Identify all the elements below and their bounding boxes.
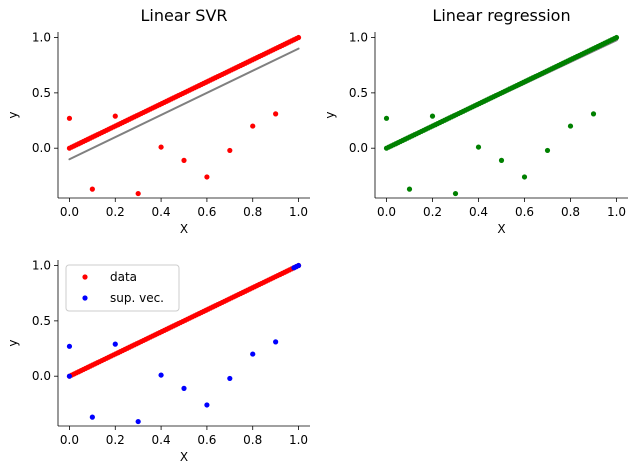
legend-marker	[82, 274, 88, 280]
x-tick-label: 0.8	[243, 205, 262, 219]
x-tick-label: 1.0	[289, 433, 308, 447]
data-point	[66, 115, 73, 121]
y-tick-label: 0.5	[349, 86, 368, 100]
data-point	[158, 144, 164, 150]
data-point	[273, 339, 279, 345]
y-tick-label: 0.0	[349, 141, 368, 155]
legend-marker	[82, 295, 88, 301]
data-point	[181, 385, 187, 391]
x-tick-label: 1.0	[289, 205, 308, 219]
fit-line	[68, 47, 300, 161]
x-axis-label: X	[497, 222, 505, 236]
x-tick-label: 0.6	[197, 205, 216, 219]
x-tick-label: 0.0	[60, 433, 79, 447]
data-point	[181, 157, 187, 163]
data-point	[204, 402, 210, 408]
chart-title: Linear regression	[432, 6, 570, 25]
x-tick-label: 0.2	[106, 433, 125, 447]
y-axis-label: y	[6, 339, 20, 346]
data-point	[204, 174, 210, 180]
y-tick-label: 0.0	[32, 369, 51, 383]
prediction-point	[295, 34, 302, 41]
data-point	[250, 351, 256, 357]
x-tick-label: 0.6	[515, 205, 534, 219]
data-point	[273, 111, 279, 117]
x-tick-label: 0.4	[152, 205, 171, 219]
prediction-point	[613, 34, 620, 41]
subplot-2: 0.0 0.2 0.4 0.6 0.8 1.0 0.0 0.5 1.0 Xy Linear regr…	[323, 6, 628, 236]
data-point	[452, 190, 459, 197]
data-point	[89, 414, 95, 420]
x-axis-label: X	[180, 450, 188, 464]
y-tick-label: 0.5	[32, 86, 51, 100]
x-tick-label: 0.4	[152, 433, 171, 447]
x-tick-label: 0.4	[469, 205, 488, 219]
y-axis-label: y	[323, 111, 337, 118]
data-point	[66, 343, 73, 349]
y-tick-label: 1.0	[349, 31, 368, 45]
y-tick-label: 1.0	[32, 31, 51, 45]
legend-label: data	[110, 270, 137, 284]
y-tick-label: 1.0	[32, 259, 51, 273]
data-point	[406, 186, 413, 192]
x-tick-label: 0.2	[106, 205, 125, 219]
legend-box	[65, 264, 180, 312]
x-tick-label: 0.0	[377, 205, 396, 219]
x-tick-label: 0.8	[561, 205, 580, 219]
data-point	[521, 174, 528, 180]
data-point	[250, 123, 256, 129]
x-tick-label: 0.2	[423, 205, 442, 219]
data-point	[567, 123, 574, 129]
data-point	[544, 147, 551, 154]
subplot-1: 0.0 0.2 0.4 0.6 0.8 1.0 0.0 0.5 1.0 Xy Linear SVR	[6, 6, 310, 236]
y-axis-label: y	[6, 111, 20, 118]
data-point	[383, 115, 390, 121]
x-axis-label: X	[180, 222, 188, 236]
x-tick-label: 0.0	[60, 205, 79, 219]
data-point	[135, 190, 141, 197]
subplot-3: 0.0 0.2 0.4 0.6 0.8 1.0 0.0 0.5 1.0 Xy data sup. ve…	[6, 259, 310, 464]
legend: data sup. vec.	[65, 264, 180, 312]
legend-label: sup. vec.	[110, 291, 164, 305]
y-tick-label: 0.0	[32, 141, 51, 155]
data-point	[158, 372, 164, 378]
data-point	[135, 418, 141, 425]
chart-title: Linear SVR	[140, 6, 227, 25]
data-point	[227, 375, 233, 382]
data-point	[475, 144, 482, 150]
x-tick-label: 1.0	[607, 205, 626, 219]
data-point	[89, 186, 95, 192]
y-tick-label: 0.5	[32, 314, 51, 328]
x-tick-label: 0.6	[197, 433, 216, 447]
data-point	[429, 113, 436, 119]
data-point	[498, 157, 505, 163]
data-point	[590, 111, 597, 117]
data-point	[66, 373, 73, 379]
data-point	[112, 113, 118, 119]
x-tick-label: 0.8	[243, 433, 262, 447]
data-point	[227, 147, 233, 154]
data-point	[112, 341, 118, 347]
data-point	[295, 262, 302, 269]
